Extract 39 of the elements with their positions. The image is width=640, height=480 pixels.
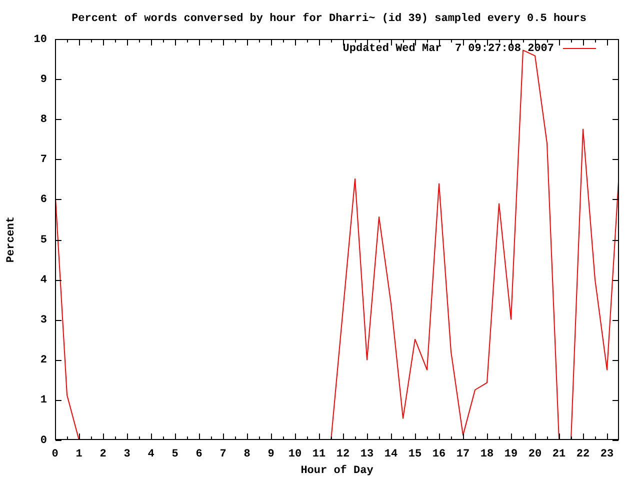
y-tick-label: 2: [40, 354, 47, 367]
x-tick-label: 21: [552, 448, 566, 460]
x-tick-label: 18: [480, 448, 494, 460]
x-tick-label: 6: [196, 448, 202, 460]
y-axis-title: Percent: [5, 216, 18, 263]
x-tick-label: 3: [124, 448, 131, 460]
x-tick-label: 23: [600, 448, 614, 460]
x-tick-label: 17: [456, 448, 470, 460]
chart-title: Percent of words conversed by hour for Dharri~ (id 39) sampled every 0.5 hours: [72, 12, 586, 25]
y-tick-label: 6: [40, 194, 47, 206]
x-tick-label: 22: [576, 448, 590, 460]
x-tick-label: 7: [220, 448, 226, 460]
x-tick-label: 16: [432, 448, 446, 460]
y-tick-label: 8: [40, 114, 48, 126]
x-tick-label: 0: [52, 448, 58, 460]
x-tick-label: 20: [528, 448, 542, 460]
y-tick-label: 7: [40, 154, 47, 166]
x-tick-label: 8: [244, 448, 251, 460]
y-tick-label: 0: [40, 434, 47, 447]
y-tick-label: 10: [34, 34, 47, 46]
x-tick-label: 4: [148, 448, 155, 460]
y-tick-label: 5: [40, 234, 48, 246]
x-tick-label: 13: [360, 448, 374, 460]
x-axis-title: Hour of Day: [300, 464, 374, 478]
x-tick-label: 11: [312, 448, 326, 460]
x-tick-label: 10: [288, 448, 302, 460]
y-tick-label: 3: [40, 314, 48, 326]
x-tick-label: 1: [76, 448, 83, 460]
y-tick-label: 4: [40, 274, 48, 286]
x-tick-label: 9: [268, 448, 274, 460]
y-tick-label: 1: [40, 394, 48, 407]
series-label: Updated Wed Mar 7 09:27:08 2007: [342, 42, 554, 55]
x-tick-label: 15: [408, 448, 422, 460]
x-tick-label: 19: [504, 448, 518, 460]
x-tick-label: 12: [336, 448, 350, 460]
x-tick-label: 5: [172, 448, 179, 460]
x-tick-label: 14: [384, 448, 398, 460]
y-tick-label: 9: [40, 74, 47, 86]
x-tick-label: 2: [100, 448, 106, 460]
